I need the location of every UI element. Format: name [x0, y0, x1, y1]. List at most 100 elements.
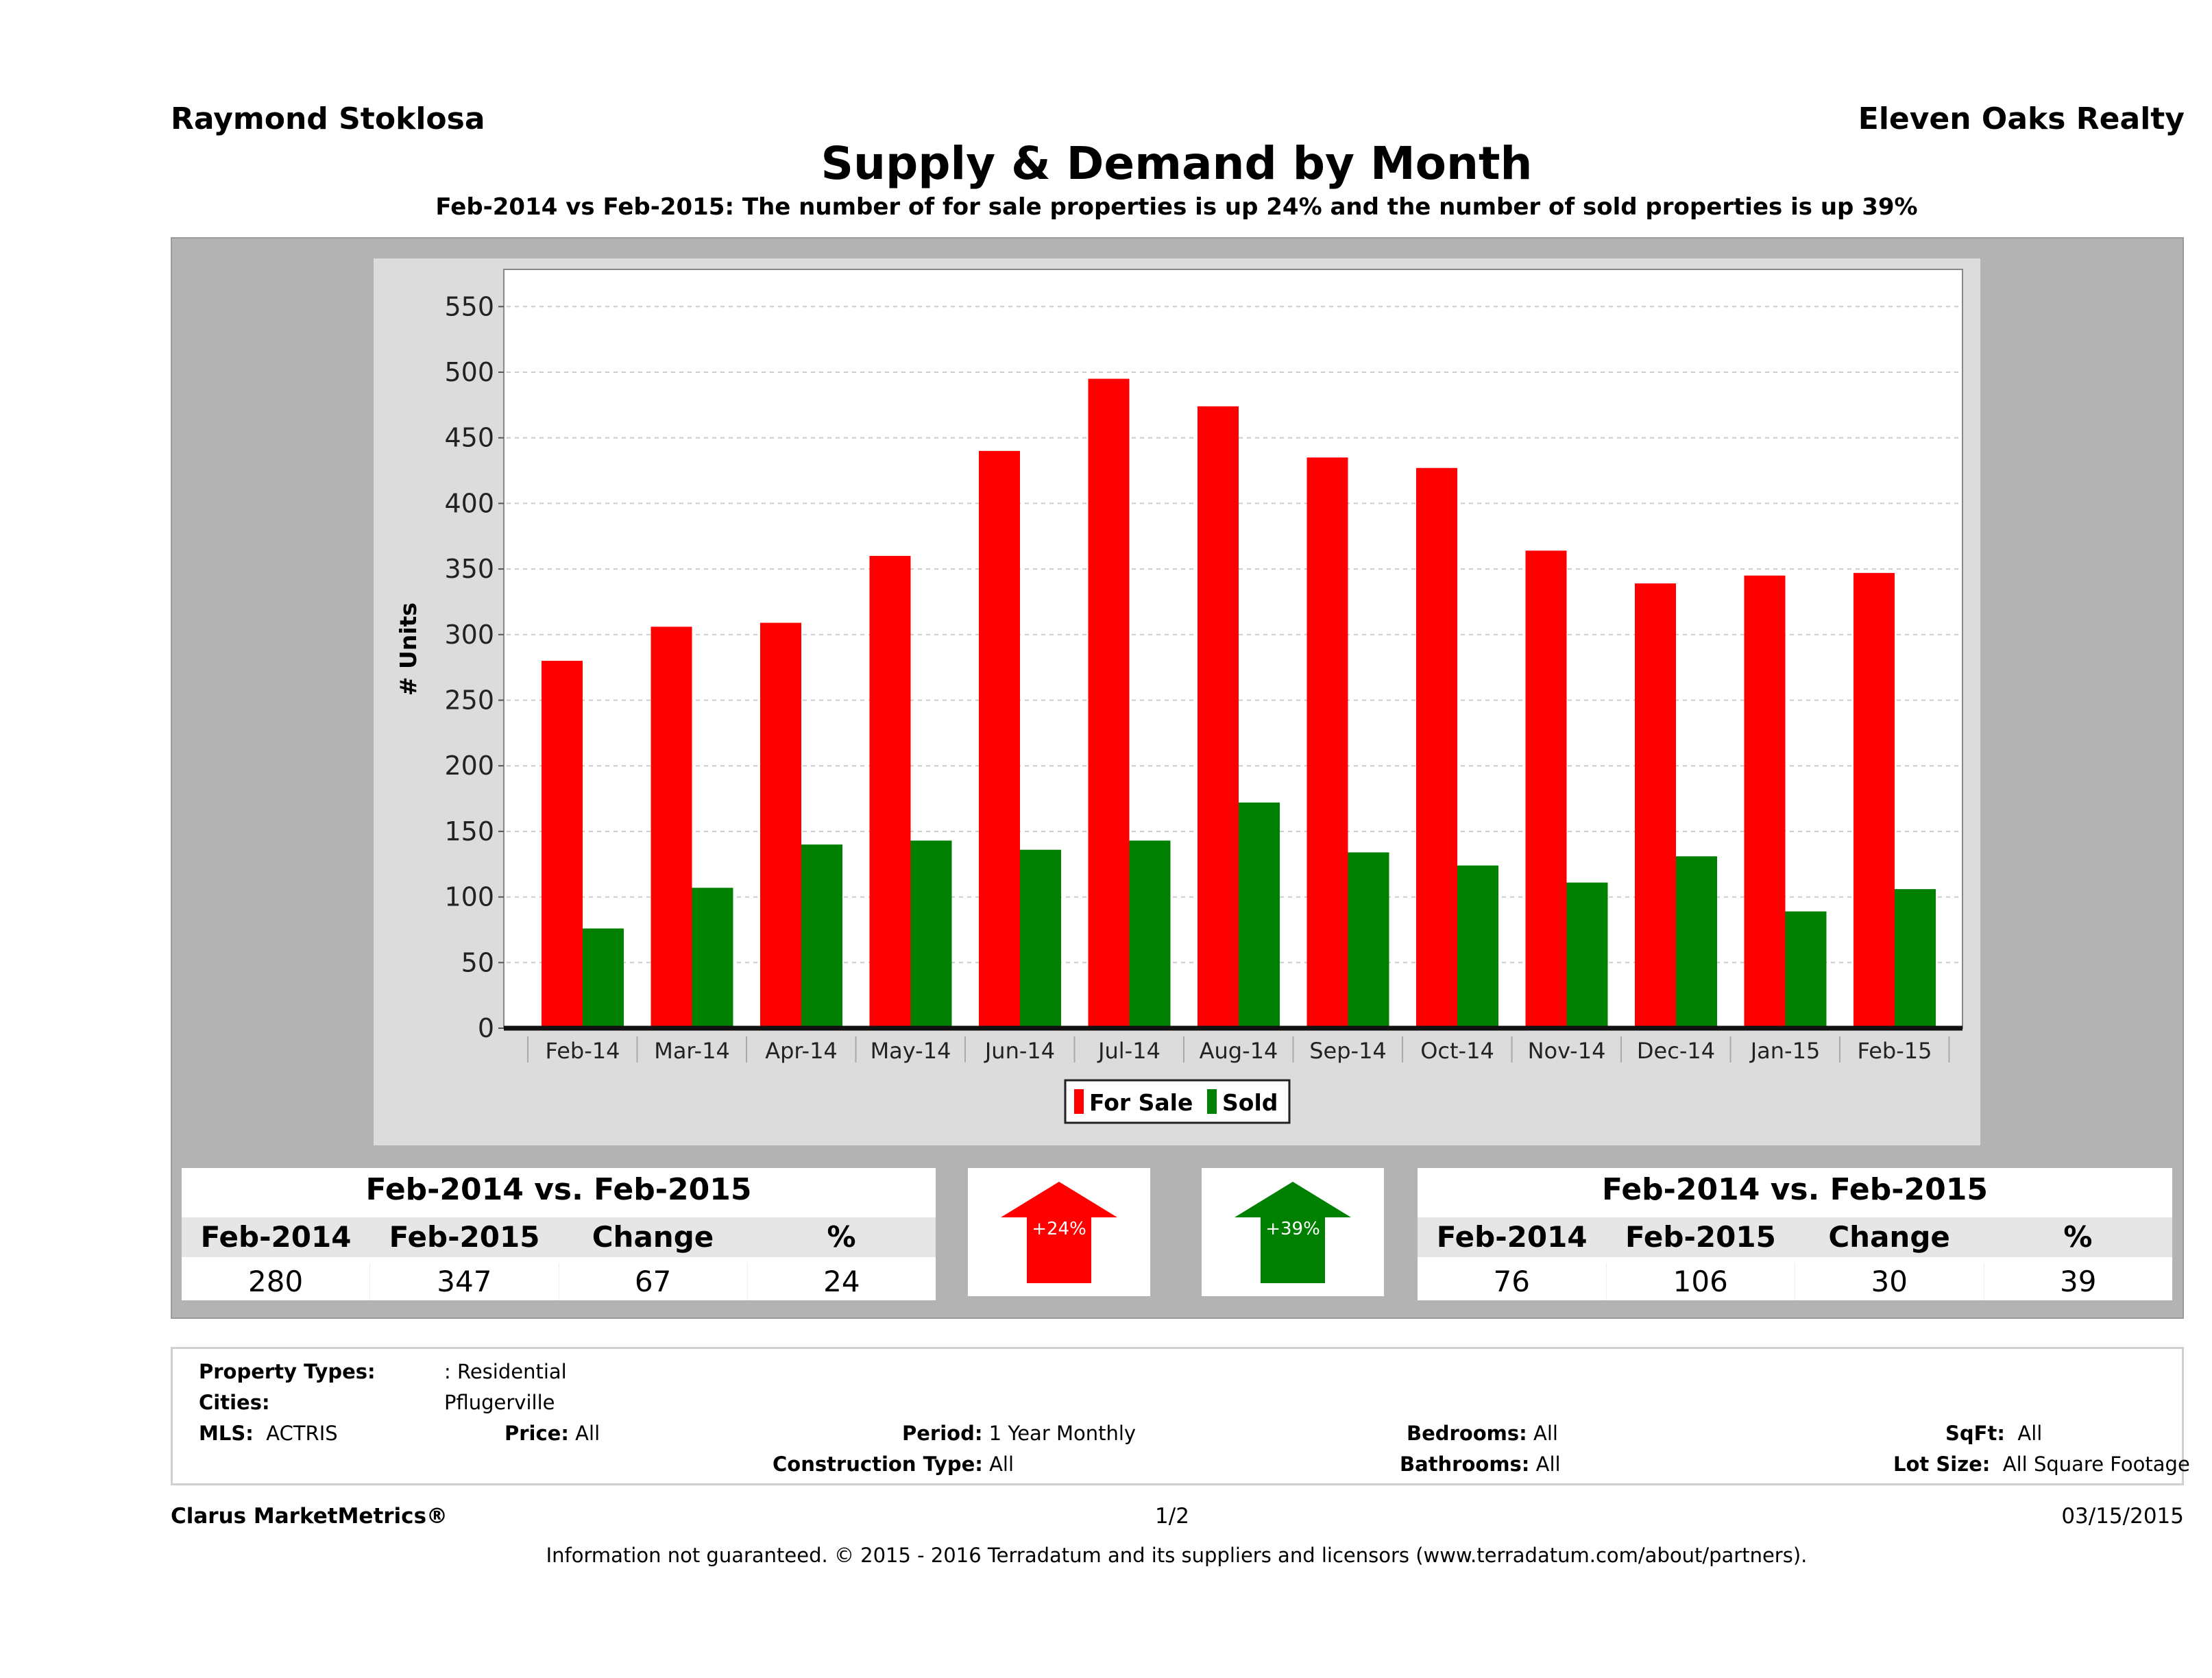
y-axis-ticks: 0 50 100 150 200 250 300 350 400 450 500 550 — [444, 291, 504, 1043]
bar-sold — [1566, 882, 1608, 1028]
header-cell: Feb-2015 — [1625, 1220, 1776, 1254]
bar-for-sale — [1416, 467, 1457, 1028]
x-tick-label: Mar-14 — [654, 1038, 730, 1064]
sold-summary-header-row: Feb-2014 Feb-2015 Change % — [1418, 1217, 2172, 1257]
legend-box — [1064, 1079, 1291, 1124]
value-cell: 24 — [823, 1265, 860, 1298]
header-cell: Change — [592, 1220, 714, 1254]
report-date: 03/15/2015 — [2061, 1504, 2184, 1529]
filter-label: Construction Type: — [773, 1452, 983, 1476]
x-tick-label: May-14 — [871, 1038, 951, 1064]
filter-label: Lot Size: — [1893, 1452, 1991, 1476]
filter-label: Bathrooms: — [1400, 1452, 1530, 1476]
x-tick-label: Nov-14 — [1528, 1038, 1606, 1064]
filter-period: Period: 1 Year Monthly — [902, 1422, 1136, 1445]
filter-construction-type: Construction Type: All — [773, 1452, 1014, 1476]
filter-property-types: Property Types: — [199, 1360, 376, 1383]
bar-sold — [1348, 852, 1389, 1028]
x-tick-label: Jul-14 — [1097, 1038, 1160, 1064]
product-name: Clarus MarketMetrics® — [171, 1504, 448, 1529]
value-cell: 347 — [370, 1263, 559, 1300]
y-tick-label: 150 — [444, 816, 494, 847]
filter-label: Period: — [902, 1422, 983, 1445]
legend-swatch-sold — [1207, 1089, 1217, 1114]
bar-for-sale — [1635, 583, 1676, 1028]
for-sale-summary-value-row: 280 347 67 24 — [182, 1263, 936, 1300]
filter-cities: Cities: — [199, 1391, 270, 1414]
filter-label: Cities: — [199, 1391, 270, 1414]
header-cell: Change — [1828, 1220, 1950, 1254]
for-sale-summary-header-row: Feb-2014 Feb-2015 Change % — [182, 1217, 936, 1257]
brokerage-name: Eleven Oaks Realty — [1858, 101, 2185, 136]
filter-cities-value: Pflugerville — [444, 1391, 555, 1414]
filter-value: All Square Footage — [2002, 1452, 2190, 1476]
report-subtitle: Feb-2014 vs Feb-2015: The number of for … — [435, 193, 1918, 221]
bar-for-sale — [869, 555, 911, 1028]
filter-label: SqFt: — [1945, 1422, 2005, 1445]
filter-bedrooms: Bedrooms: All — [1407, 1422, 1558, 1445]
y-tick-label: 300 — [444, 620, 494, 650]
up-arrow-icon — [1001, 1182, 1117, 1283]
header-cell: Feb-2014 — [200, 1220, 352, 1254]
bar-sold — [583, 928, 624, 1028]
filter-value: All — [1535, 1452, 1561, 1476]
bar-sold — [692, 888, 733, 1028]
value-cell: 39 — [2060, 1265, 2097, 1298]
filter-sqft: SqFt: All — [1945, 1422, 2042, 1445]
value-cell: 76 — [1418, 1263, 1607, 1300]
bar-sold — [1676, 856, 1717, 1028]
report-title: Supply & Demand by Month — [821, 137, 1533, 190]
y-tick-label: 400 — [444, 488, 494, 518]
page-number: 1/2 — [1155, 1504, 1189, 1529]
sold-change-indicator: +39% — [1202, 1168, 1384, 1296]
filter-value: All — [575, 1422, 600, 1445]
bar-for-sale — [1744, 575, 1786, 1028]
x-tick-label: Dec-14 — [1637, 1038, 1715, 1064]
x-tick-label: Apr-14 — [765, 1038, 838, 1064]
value-cell: 30 — [1795, 1263, 1984, 1300]
bar-for-sale — [1306, 457, 1348, 1028]
bar-for-sale — [760, 622, 801, 1028]
filter-property-types-value: : Residential — [444, 1360, 567, 1383]
filter-value: All — [989, 1452, 1014, 1476]
agent-name: Raymond Stoklosa — [171, 101, 485, 136]
filter-value: All — [1533, 1422, 1558, 1445]
y-tick-label: 250 — [444, 685, 494, 716]
up-arrow-icon — [1235, 1182, 1351, 1283]
y-tick-label: 50 — [461, 947, 494, 977]
header-cell: % — [827, 1220, 856, 1254]
bar-for-sale — [542, 661, 583, 1028]
for-sale-summary-table: Feb-2014 vs. Feb-2015 Feb-2014 Feb-2015 … — [182, 1168, 936, 1300]
legend-swatch-for-sale — [1074, 1089, 1084, 1114]
bar-sold — [801, 844, 842, 1028]
y-tick-label: 450 — [444, 423, 494, 453]
bar-sold — [910, 840, 952, 1028]
y-tick-label: 0 — [478, 1013, 494, 1043]
sold-summary-table: Feb-2014 vs. Feb-2015 Feb-2014 Feb-2015 … — [1418, 1168, 2172, 1300]
sold-summary-value-row: 76 106 30 39 — [1418, 1263, 2172, 1300]
bar-for-sale — [1088, 378, 1130, 1028]
x-axis-ticks: Feb-14 Mar-14 Apr-14 May-14 Jun-14 Jul-14 Aug-… — [527, 1036, 1950, 1064]
bar-chart: 0 50 100 150 200 250 300 350 400 450 500 550 Feb-14… — [395, 269, 1963, 1124]
for-sale-change-label: +24% — [1032, 1219, 1086, 1239]
y-tick-label: 500 — [444, 357, 494, 387]
legend: For Sale Sold — [1064, 1079, 1291, 1124]
bar-sold — [1785, 911, 1827, 1028]
report-filters: Property Types: : Residential Cities: Pf… — [171, 1347, 2190, 1485]
filter-label: Bedrooms: — [1407, 1422, 1527, 1445]
x-tick-label: Feb-14 — [546, 1038, 620, 1064]
bar-for-sale — [979, 450, 1020, 1028]
filter-bathrooms: Bathrooms: All — [1400, 1452, 1561, 1476]
filter-label: Property Types: — [199, 1360, 376, 1383]
x-tick-label: Oct-14 — [1420, 1038, 1494, 1064]
x-tick-label: Sep-14 — [1309, 1038, 1387, 1064]
header-cell: Feb-2015 — [389, 1220, 540, 1254]
filter-label: MLS: — [199, 1422, 254, 1445]
sold-summary-title: Feb-2014 vs. Feb-2015 — [1602, 1172, 1988, 1207]
filter-mls: MLS: ACTRIS — [199, 1422, 338, 1445]
bars — [542, 378, 1936, 1028]
y-tick-label: 200 — [444, 751, 494, 781]
filter-value: ACTRIS — [266, 1422, 338, 1445]
bar-for-sale — [1854, 572, 1895, 1028]
bar-for-sale — [1525, 550, 1567, 1028]
